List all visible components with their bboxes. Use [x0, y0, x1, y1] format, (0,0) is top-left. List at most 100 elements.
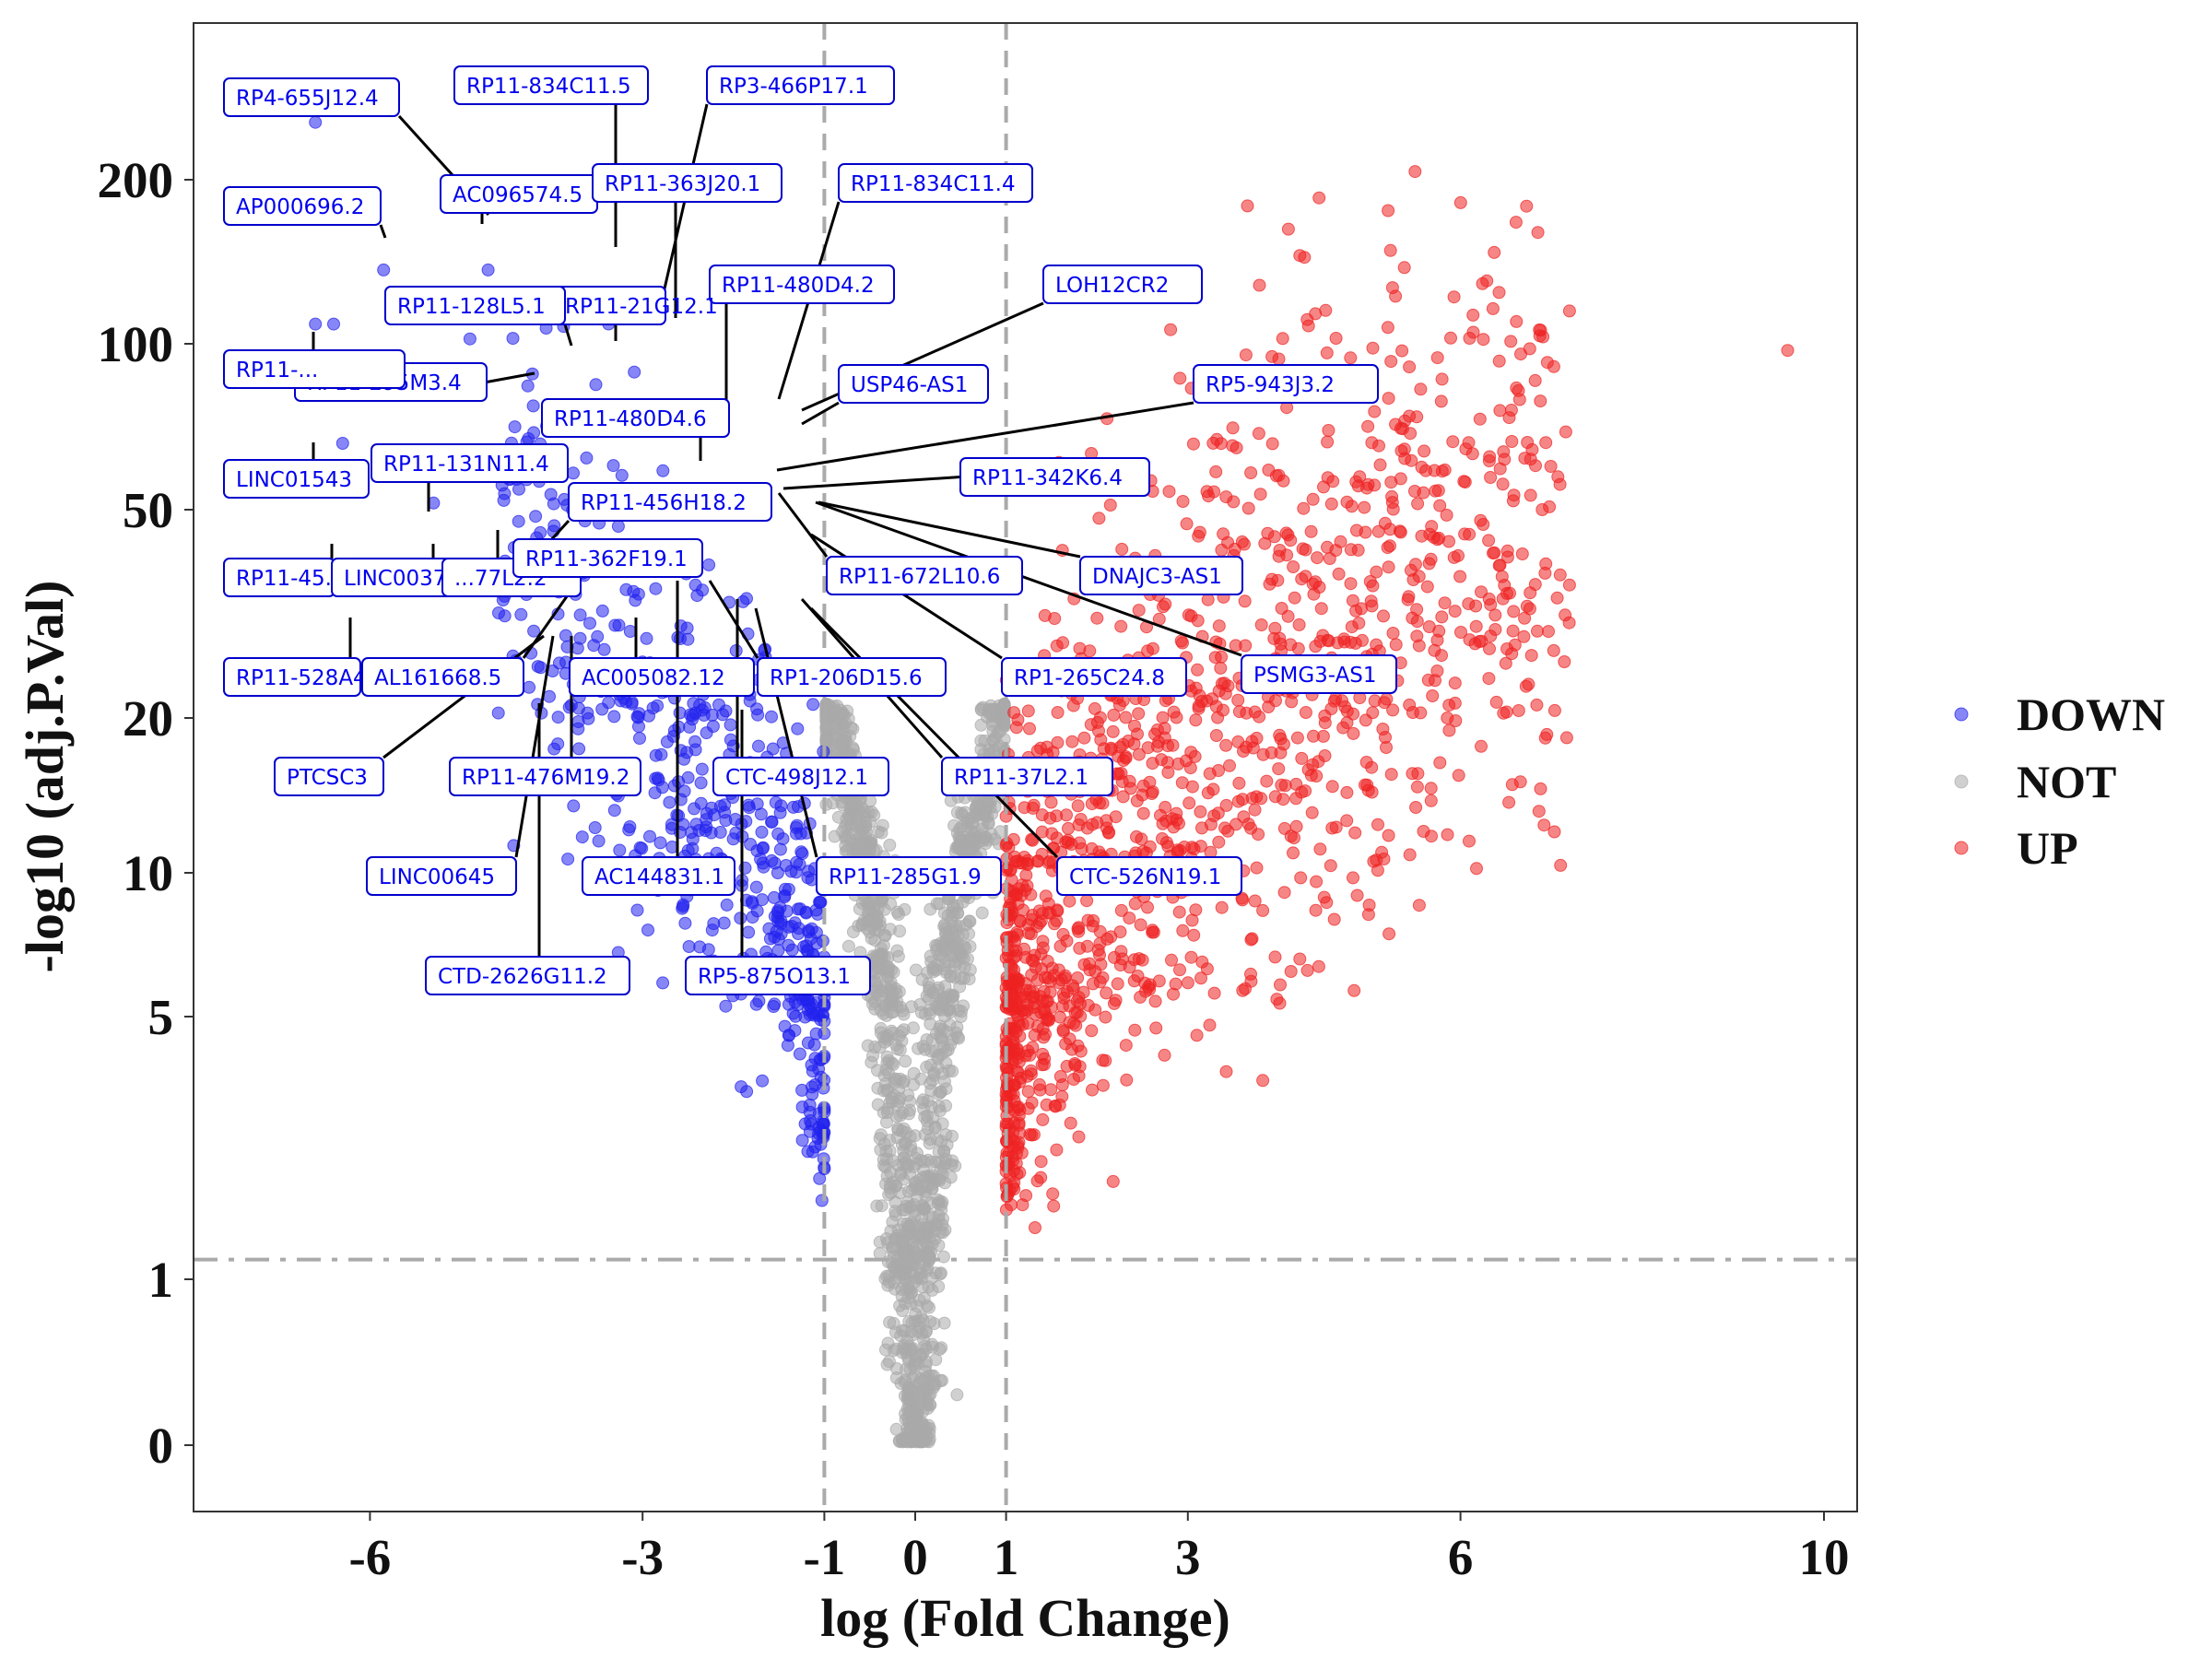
up-point [1446, 435, 1460, 449]
up-point [1141, 900, 1154, 914]
up-point [1250, 790, 1264, 804]
up-point [1500, 550, 1514, 564]
up-point [1409, 801, 1423, 814]
up-point [1488, 623, 1502, 636]
not-point [875, 826, 888, 840]
gene-label: LINC00645 [366, 856, 517, 896]
down-point [514, 607, 528, 621]
up-point [1285, 695, 1299, 709]
up-point [1288, 831, 1300, 845]
not-point [877, 939, 890, 952]
not-point [903, 1219, 917, 1233]
not-point [890, 905, 904, 919]
up-point [1554, 858, 1568, 872]
up-point [1484, 471, 1498, 484]
gene-label: RP11-672L10.6 [826, 556, 1023, 595]
up-point [1403, 848, 1417, 862]
up-point [1035, 808, 1049, 822]
gene-label: RP11-456H18.2 [568, 482, 772, 522]
up-point [1365, 760, 1379, 774]
not-point [897, 1007, 911, 1021]
not-point [905, 1434, 919, 1448]
up-point [1499, 656, 1512, 670]
not-point [924, 1100, 938, 1113]
down-point [735, 1080, 748, 1094]
up-point [1032, 1077, 1046, 1091]
down-point [327, 317, 340, 331]
down-point [571, 722, 585, 735]
up-point [1340, 785, 1354, 799]
up-point [1244, 933, 1258, 947]
up-point [1358, 500, 1371, 514]
up-point [1194, 805, 1207, 818]
down-point [785, 943, 799, 957]
up-point [1411, 497, 1425, 511]
up-point [1111, 977, 1124, 991]
up-point [1361, 419, 1375, 433]
gene-label: RP11-363J20.1 [592, 163, 782, 203]
up-point [1181, 976, 1194, 990]
not-point [879, 1177, 893, 1191]
up-point [1530, 698, 1544, 712]
up-point [1209, 729, 1223, 742]
up-point [1317, 890, 1331, 904]
not-point [981, 794, 994, 808]
up-point [1532, 805, 1546, 818]
up-point [1086, 977, 1100, 991]
x-tick-label: 10 [1799, 1529, 1850, 1585]
gene-label: RP11-285G1.9 [816, 856, 1002, 896]
down-point [814, 896, 828, 909]
up-point [1034, 741, 1048, 755]
gene-label-text: RP11-362F19.1 [525, 547, 688, 571]
up-point [1090, 611, 1104, 625]
up-point [1510, 381, 1524, 394]
up-point [1482, 534, 1496, 547]
up-point [1109, 810, 1123, 824]
gene-label: RP11-362F19.1 [512, 538, 703, 578]
gene-label-text: CTD-2626G11.2 [438, 965, 607, 989]
up-point [1070, 994, 1084, 1007]
not-point [944, 1171, 958, 1184]
down-point [795, 1134, 809, 1147]
gene-label: RP1-265C24.8 [1001, 657, 1187, 697]
up-point [1553, 477, 1567, 491]
not-point [911, 1190, 924, 1203]
not-point [901, 1383, 915, 1396]
gene-label: USP46-AS1 [838, 364, 989, 404]
up-point [1006, 832, 1020, 846]
not-point [881, 1278, 895, 1292]
down-point [678, 916, 692, 930]
up-point [1025, 1128, 1039, 1142]
not-point [924, 1006, 936, 1020]
down-point [649, 582, 663, 595]
down-point [595, 604, 609, 618]
up-point [1021, 1101, 1035, 1115]
up-point [1016, 856, 1030, 870]
up-point [1241, 199, 1254, 213]
down-point [656, 976, 670, 990]
down-point [792, 927, 805, 940]
up-point [1370, 565, 1383, 579]
not-point [893, 1043, 907, 1057]
up-point [1454, 626, 1467, 639]
up-point [1340, 814, 1354, 828]
not-point [939, 1099, 953, 1112]
up-point [1306, 758, 1320, 771]
not-point [946, 990, 959, 1004]
not-point [894, 1166, 908, 1180]
up-point [1067, 1073, 1080, 1086]
gene-label-text: CTC-498J12.1 [725, 766, 868, 790]
not-point [835, 795, 849, 809]
up-point [1347, 983, 1361, 997]
up-point [1504, 335, 1518, 348]
not-point [900, 1126, 913, 1139]
up-point [1306, 492, 1320, 506]
not-point [922, 1418, 935, 1432]
up-point [1482, 592, 1496, 606]
gene-label-text: PSMG3-AS1 [1253, 664, 1377, 688]
down-point [750, 797, 764, 811]
up-point [1440, 508, 1453, 522]
up-point [1398, 414, 1412, 428]
up-point [1362, 899, 1376, 912]
not-point [924, 955, 938, 969]
